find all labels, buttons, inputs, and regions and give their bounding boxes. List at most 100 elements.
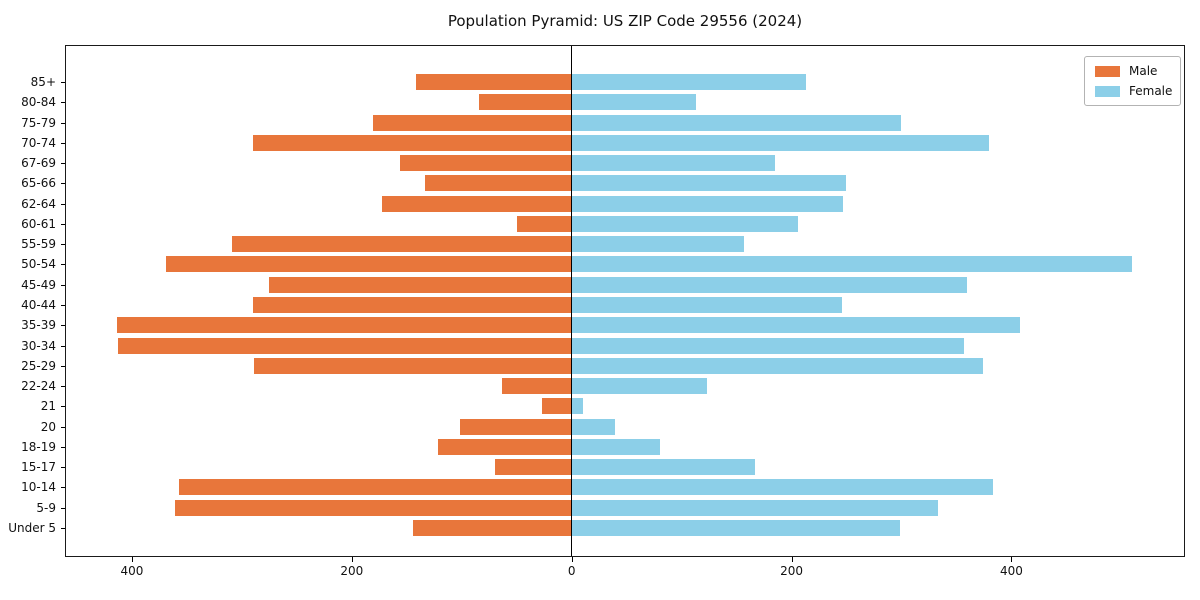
female-bar [571,519,901,536]
y-tick-label: 80-84 [21,95,56,110]
y-tick-mark [61,82,65,83]
y-tick-mark [61,284,65,286]
female-bar [571,459,756,476]
y-tick-label: 55-59 [21,237,56,252]
y-tick-label: 67-69 [21,156,56,171]
y-tick-label: 45-49 [21,277,56,292]
x-tick-label: 400 [120,564,144,578]
female-bar [571,499,938,516]
female-bar [571,256,1133,273]
male-bar [400,155,572,172]
y-tick-label: 18-19 [21,439,56,454]
female-bar [571,357,983,374]
male-bar [252,134,572,151]
female-bar [571,317,1021,334]
female-bar [571,337,965,354]
legend-female-label: Female [1129,84,1173,98]
y-tick-label: 21 [40,399,56,414]
male-bar [117,337,572,354]
zero-axis-line [570,46,573,556]
female-bar [571,215,799,232]
female-bar [571,114,902,131]
y-tick-mark [61,446,65,448]
y-tick-mark [61,203,65,205]
male-bar [459,418,572,435]
y-tick-mark [61,487,65,489]
male-bar [381,195,572,212]
legend: Male Female [1084,56,1181,106]
female-bar [571,74,806,90]
y-tick-mark [61,183,65,185]
male-bar [479,94,572,111]
male-bar [116,317,572,334]
y-tick-mark [61,467,65,469]
y-tick-mark [61,406,65,408]
y-tick-label: 22-24 [21,379,56,394]
male-bar [425,175,572,192]
y-tick-mark [61,304,65,306]
male-bar [415,74,572,90]
x-tick-mark [571,557,573,562]
male-bar [269,276,572,293]
female-bar [571,236,745,253]
x-tick-mark [131,557,133,562]
male-bar [413,519,572,536]
y-tick-label: 50-54 [21,257,56,272]
y-tick-label: 5-9 [36,500,56,515]
legend-item-male: Male [1095,65,1170,77]
y-tick-mark [61,244,65,246]
legend-male-label: Male [1129,64,1158,78]
female-bar [571,438,660,455]
x-tick-mark [791,557,793,562]
male-bar [542,398,572,415]
y-tick-label: 20 [40,419,56,434]
x-tick-label: 200 [340,564,364,578]
x-tick-mark [1011,557,1013,562]
male-bar [253,357,572,374]
y-tick-label: 35-39 [21,318,56,333]
female-bar [571,398,583,415]
male-bar [372,114,572,131]
y-tick-mark [61,426,65,428]
y-tick-mark [61,163,65,165]
female-bar [571,94,696,111]
y-tick-label: 10-14 [21,480,56,495]
y-tick-label: 70-74 [21,135,56,150]
male-bar [179,479,572,496]
x-tick-label: 0 [567,564,576,578]
male-bar [231,236,572,253]
male-bar [502,378,572,395]
y-tick-label: 75-79 [21,115,56,130]
male-bar [494,459,572,476]
female-bar [571,134,990,151]
female-bar [571,155,776,172]
chart-title: Population Pyramid: US ZIP Code 29556 (2… [447,12,803,30]
y-tick-label: 25-29 [21,358,56,373]
female-bar [571,418,615,435]
x-tick-label: 200 [780,564,803,578]
y-tick-mark [61,527,65,529]
female-bar [571,296,843,313]
y-tick-label: 85+ [30,75,56,89]
legend-item-female: Female [1095,84,1173,98]
y-tick-label: 65-66 [21,176,56,191]
y-tick-label: 60-61 [21,216,56,231]
x-tick-mark [351,557,353,562]
male-bar [174,499,572,516]
y-tick-mark [61,142,65,144]
y-tick-mark [61,325,65,327]
female-bar [571,175,847,192]
y-tick-label: Under 5 [8,520,56,535]
female-bar [571,276,968,293]
female-swatch-icon [1095,85,1120,97]
y-tick-mark [61,102,65,104]
y-tick-mark [61,365,65,367]
y-tick-label: 30-34 [21,338,56,353]
y-tick-label: 62-64 [21,196,56,211]
male-bar [516,215,572,232]
female-bar [571,195,844,212]
y-tick-mark [61,345,65,347]
y-tick-mark [61,223,65,225]
male-bar [437,438,572,455]
